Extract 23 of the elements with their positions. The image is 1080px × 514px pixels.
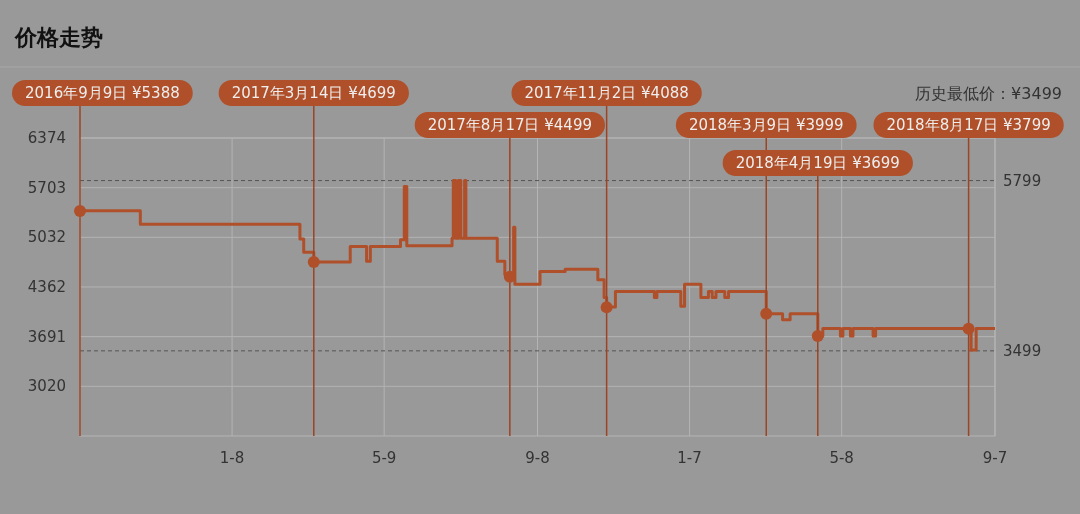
x-tick-label: 1-7 — [677, 449, 702, 467]
x-tick-label: 5-8 — [829, 449, 854, 467]
ref-line-label: 5799 — [1003, 171, 1042, 190]
chart-title: 价格走势 — [14, 25, 103, 50]
y-tick-label: 4362 — [27, 277, 66, 296]
annotation: 2017年11月2日 ¥4088 — [524, 84, 689, 102]
annotation: 2018年8月17日 ¥3799 — [886, 116, 1051, 134]
x-tick-label: 5-9 — [371, 449, 397, 467]
annotation: 2018年4月19日 ¥3699 — [735, 154, 900, 172]
y-tick-label: 3020 — [27, 377, 66, 396]
x-tick-label: 1-8 — [219, 449, 245, 467]
annotation: 2016年9月9日 ¥5388 — [25, 84, 180, 102]
text: 历史最低价：¥3499 — [915, 83, 1062, 103]
y-tick-label: 5032 — [27, 228, 66, 247]
x-tick-label: 9-7 — [982, 449, 1008, 467]
annotation: 2018年3月9日 ¥3999 — [688, 116, 844, 134]
y-tick-label: 3691 — [27, 327, 66, 346]
x-tick-label: 9-8 — [525, 449, 550, 467]
y-tick-label: 6374 — [27, 129, 66, 147]
ref-line-label: 3499 — [1003, 341, 1042, 360]
y-tick-label: 5703 — [27, 178, 66, 197]
annotation: 2017年8月17日 ¥4499 — [427, 116, 592, 134]
annotation: 2017年3月14日 ¥4699 — [231, 84, 396, 102]
